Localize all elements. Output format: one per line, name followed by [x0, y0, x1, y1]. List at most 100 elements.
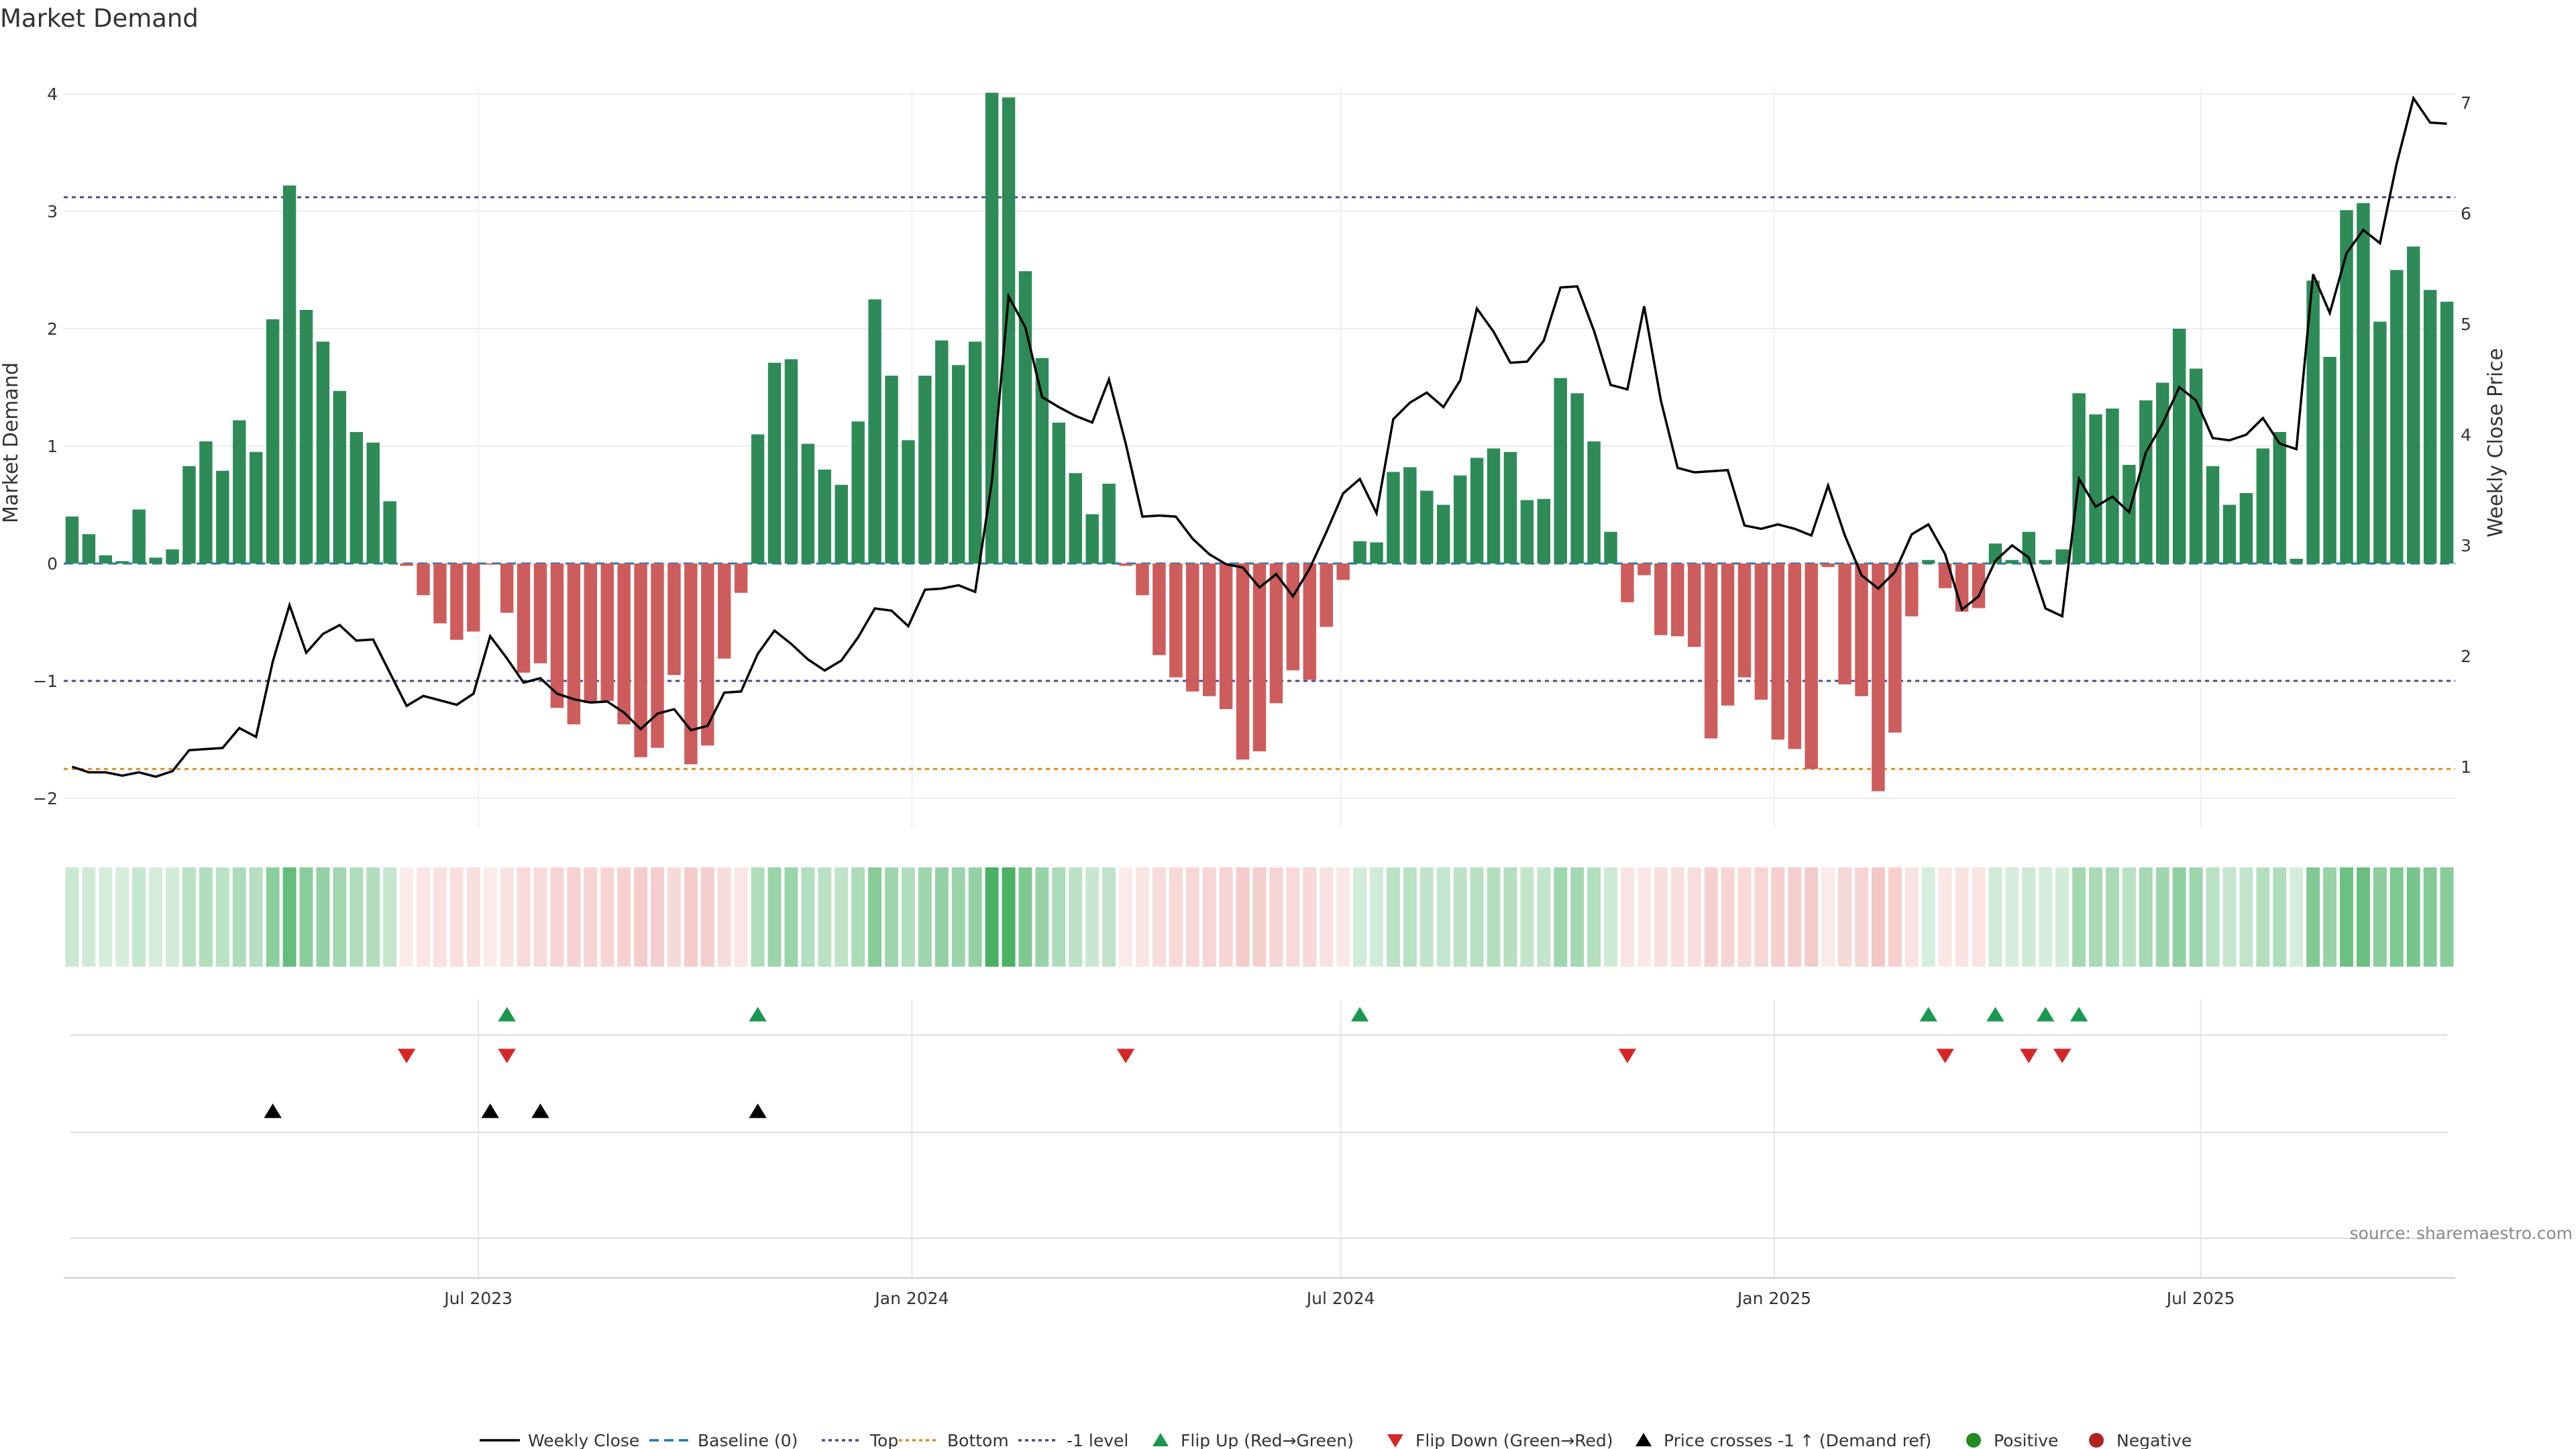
heat-cell [1419, 867, 1434, 967]
demand-bar [2239, 493, 2253, 564]
heat-cell [985, 867, 999, 967]
heat-cell [350, 867, 364, 967]
heat-cell [1904, 867, 1919, 967]
heat-cell [818, 867, 832, 967]
demand-bar [1252, 564, 1267, 751]
demand-bar [1470, 458, 1484, 564]
demand-bar [550, 564, 564, 708]
demand-bar [1069, 473, 1082, 564]
demand-bar [1687, 564, 1701, 647]
heat-cell [1938, 867, 1952, 967]
heat-cell [199, 867, 213, 967]
demand-bar [2089, 414, 2102, 564]
flip-up-marker [1919, 1007, 1937, 1022]
demand-bar [1437, 504, 1450, 564]
x-tick-label: Jul 2023 [443, 1289, 513, 1308]
demand-bar [1002, 97, 1016, 564]
heat-cell [1972, 867, 1986, 967]
heat-cell [366, 867, 380, 967]
heat-cell [2122, 867, 2136, 967]
heat-cell [2256, 867, 2270, 967]
demand-bar [1336, 564, 1350, 580]
demand-bar [1570, 393, 1584, 564]
flip-up-marker [2037, 1007, 2055, 1022]
heat-cell [2440, 867, 2454, 967]
source-note: source: sharemaestro.com [2350, 1224, 2573, 1243]
demand-bar [952, 365, 965, 564]
y-tick-label: 4 [47, 85, 58, 104]
demand-bar [1286, 564, 1300, 671]
heat-cell [634, 867, 648, 967]
demand-bar [2189, 368, 2203, 564]
demand-bar [734, 564, 748, 593]
heat-cell [1888, 867, 1902, 967]
legend-item: Top [822, 1431, 898, 1449]
heat-cell [2155, 867, 2169, 967]
legend-item: Bottom [899, 1431, 1009, 1449]
demand-bar [2440, 301, 2454, 564]
y2-axis-label: Weekly Close Price [2484, 348, 2508, 537]
heat-cell [851, 867, 865, 967]
demand-bar [2005, 559, 2019, 564]
legend-label: Top [869, 1431, 898, 1449]
demand-bar [2139, 400, 2153, 564]
heat-cell [1855, 867, 1868, 967]
demand-bar [149, 557, 162, 564]
heat-cell [1754, 867, 1768, 967]
demand-bar [784, 359, 798, 564]
demand-bar [851, 421, 865, 564]
y2-tick-label: 6 [2461, 204, 2471, 223]
heat-cell [215, 867, 229, 967]
demand-bar [968, 341, 982, 564]
demand-bar [2055, 549, 2069, 564]
heat-cell [1069, 867, 1083, 967]
demand-bar [701, 564, 714, 746]
heat-cell [2423, 867, 2437, 967]
demand-bar [1520, 500, 1534, 564]
demand-bar [1654, 564, 1668, 635]
heat-cell [149, 867, 163, 967]
demand-bar [366, 442, 380, 564]
demand-bar [467, 564, 480, 632]
demand-bar [1671, 564, 1684, 637]
flip-down-marker [2020, 1049, 2038, 1063]
heat-cell [1788, 867, 1802, 967]
demand-bar [885, 376, 898, 564]
x-tick-label: Jul 2024 [1305, 1289, 1375, 1308]
heat-cell [316, 867, 330, 967]
heat-cell [1353, 867, 1367, 967]
heat-cell [533, 867, 547, 967]
heat-cell [2005, 867, 2019, 967]
demand-bar [333, 390, 347, 564]
demand-bar [1202, 564, 1216, 696]
flip-down-marker [2053, 1049, 2072, 1063]
legend-label: Bottom [947, 1431, 1009, 1449]
demand-bar [199, 441, 213, 564]
demand-bar [316, 341, 330, 564]
demand-bar [1018, 271, 1032, 564]
heat-cell [2339, 867, 2353, 967]
demand-bar [1152, 564, 1166, 655]
heat-cell [282, 867, 297, 967]
heat-cell [333, 867, 347, 967]
heat-cell [584, 867, 598, 967]
heat-cell [1503, 867, 1517, 967]
heat-cell [901, 867, 915, 967]
demand-bar [450, 564, 464, 640]
heat-cell [2055, 867, 2070, 967]
demand-bar [433, 564, 447, 624]
demand-bar [1085, 514, 1099, 564]
demand-bar [1453, 475, 1467, 564]
demand-bar [249, 451, 263, 564]
heat-cell [1620, 867, 1634, 967]
heat-cell [1871, 867, 1885, 967]
heat-cell [82, 867, 96, 967]
flip-down-marker [498, 1049, 516, 1063]
demand-bar [918, 376, 932, 564]
x-tick-label: Jan 2024 [873, 1289, 949, 1308]
demand-bar [65, 517, 79, 564]
heat-cell [299, 867, 313, 967]
demand-bar [1855, 564, 1868, 696]
legend-label: Flip Down (Green→Red) [1415, 1431, 1613, 1449]
heat-cell [417, 867, 430, 967]
